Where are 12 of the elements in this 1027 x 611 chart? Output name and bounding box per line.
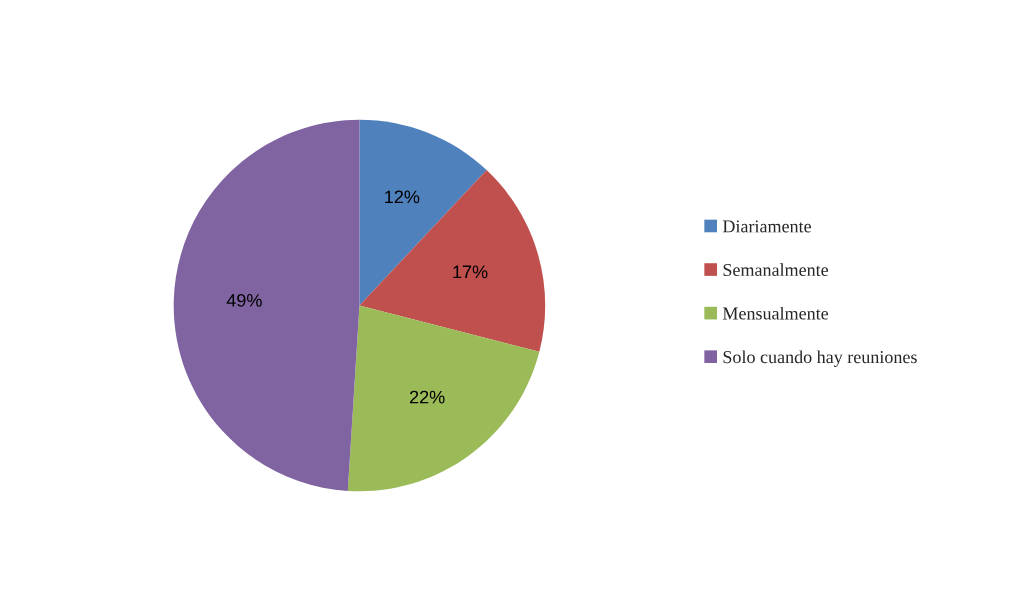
pie-slice [173,119,360,491]
data-label: 17% [453,265,488,279]
pie-slice [347,305,540,492]
legend-label: Semanalmente [723,263,829,277]
legend-label: Solo cuando hay reuniones [723,350,917,367]
legend-label: Diariamente [722,220,811,233]
pie-slice [359,170,546,352]
data-label: 22% [409,390,445,404]
data-label: 12% [385,190,420,204]
pie-slice [359,119,487,306]
legend-label: Mensualmente [722,306,829,320]
data-label: 49% [226,293,262,307]
